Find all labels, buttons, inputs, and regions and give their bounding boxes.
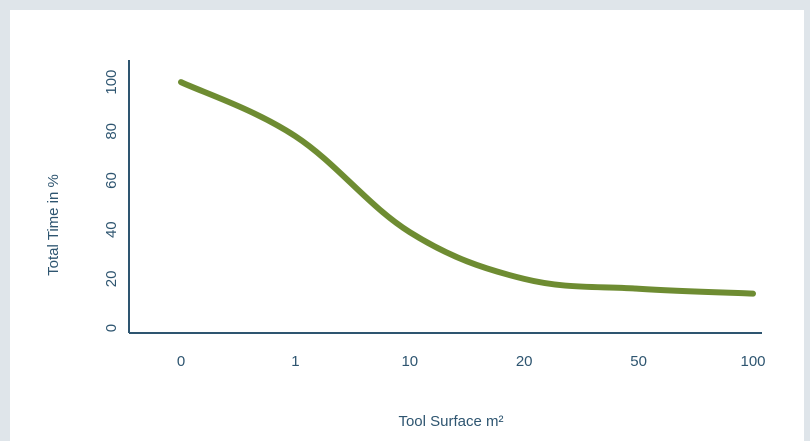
x-tick-label: 50: [630, 353, 647, 370]
x-tick-label: 100: [740, 353, 765, 370]
x-tick-label: 1: [291, 353, 299, 370]
y-tick-label: 0: [103, 324, 120, 332]
x-tick-label: 0: [177, 353, 185, 370]
axes: [128, 60, 762, 334]
y-tick-label: 80: [103, 123, 120, 140]
y-axis-title: Total Time in %: [45, 174, 62, 276]
x-tick-label: 20: [516, 353, 533, 370]
x-axis-title: Tool Surface m²: [398, 413, 503, 430]
y-tick-labels: 0 20 40 60 80 100: [103, 70, 120, 333]
y-tick-label: 20: [103, 271, 120, 288]
x-tick-labels: 0 1 10 20 50 100: [177, 353, 766, 370]
y-tick-label: 100: [103, 70, 120, 95]
series-group: [178, 79, 756, 297]
x-tick-label: 10: [401, 353, 418, 370]
y-tick-label: 40: [103, 221, 120, 238]
y-tick-label: 60: [103, 172, 120, 189]
series-line: [178, 79, 756, 297]
